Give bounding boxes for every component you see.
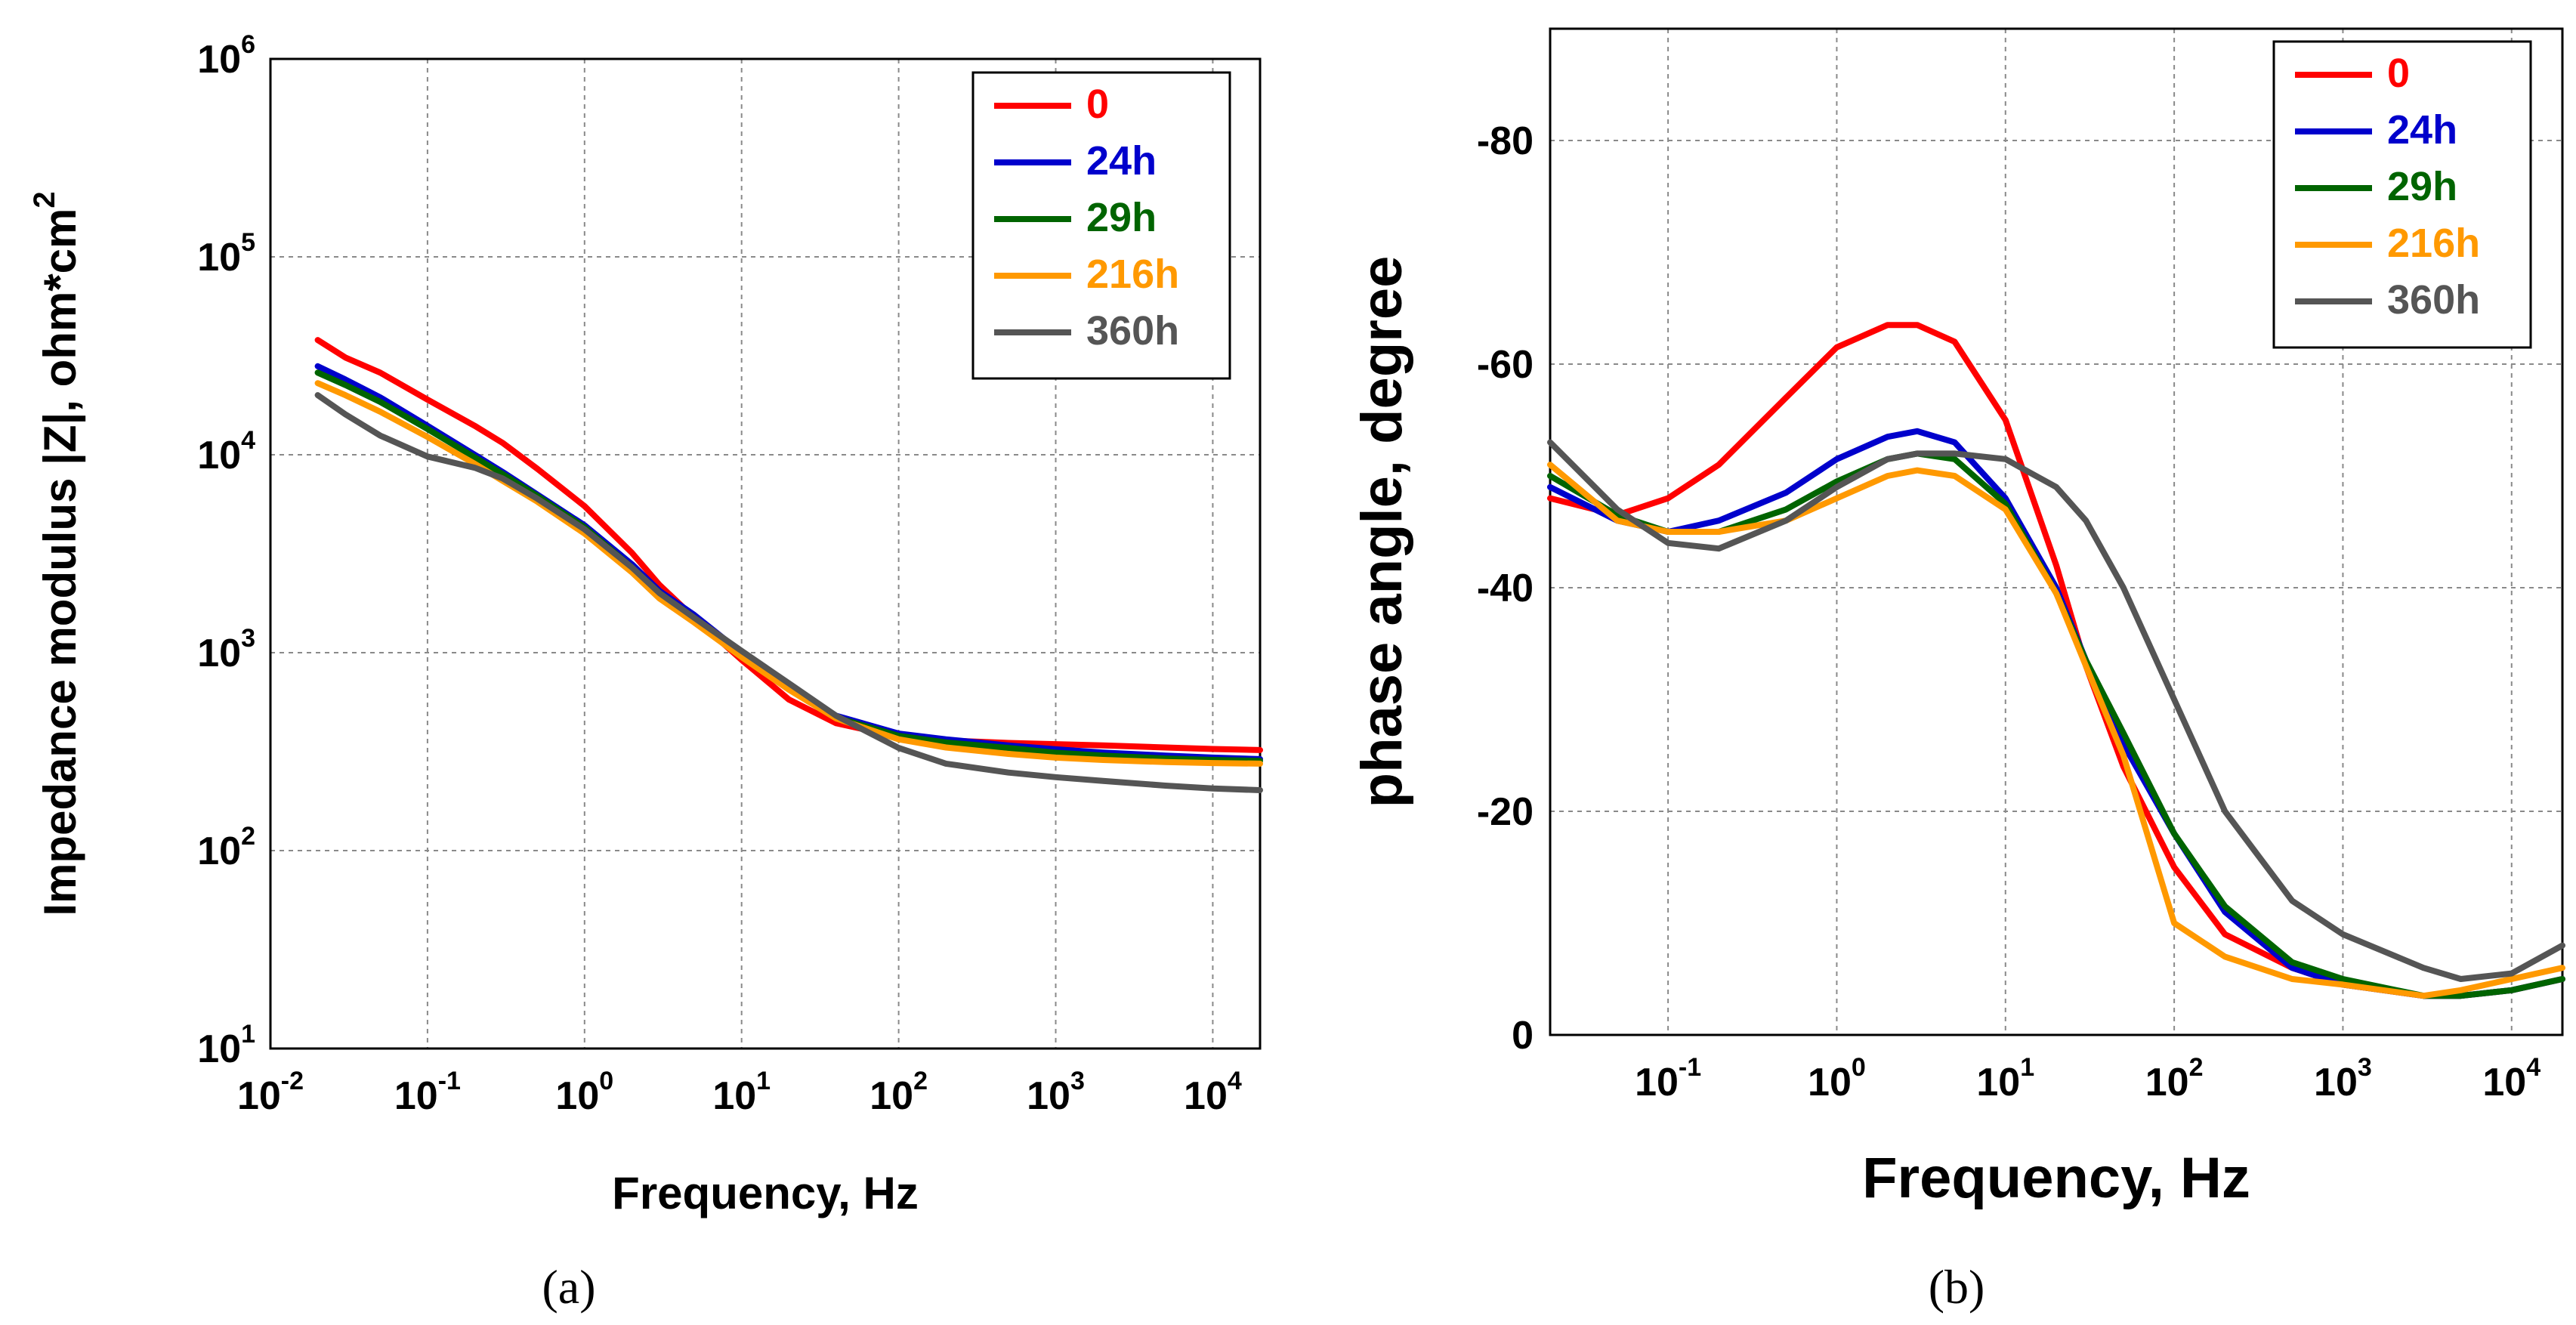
x-tick-label: 102 <box>869 1067 928 1118</box>
series-line-24h <box>1547 428 2565 999</box>
panel-caption: (a) <box>542 1260 595 1314</box>
legend-label: 0 <box>2387 51 2410 96</box>
legend-box <box>2272 40 2532 349</box>
series-line-29h <box>1547 450 2565 999</box>
x-tick-label: 101 <box>712 1067 771 1118</box>
y-tick-label: -60 <box>1477 343 1534 387</box>
series-line-216h <box>1547 462 2565 999</box>
legend-label: 29h <box>1086 195 1157 240</box>
x-axis-label: Frequency, Hz <box>1862 1146 2250 1210</box>
y-tick-label: -80 <box>1477 119 1534 163</box>
series-line-360h <box>314 392 1263 793</box>
legend: 0 24h 29h 216h 360h <box>2272 40 2532 349</box>
y-tick-label: -40 <box>1477 567 1534 610</box>
x-tick-label: 100 <box>1808 1053 1866 1104</box>
legend-label: 216h <box>1086 252 1179 297</box>
x-tick-label: 10-1 <box>1635 1053 1701 1104</box>
plot-frame <box>269 57 1262 1050</box>
y-axis-label: phase angle, degree <box>1350 256 1414 808</box>
legend-label: 29h <box>2387 164 2457 209</box>
x-tick-label: 104 <box>2482 1053 2540 1104</box>
x-tick-label: 102 <box>2145 1053 2204 1104</box>
series-line-0 <box>1547 322 2565 999</box>
y-tick-label: 102 <box>197 822 255 873</box>
y-tick-label: 105 <box>197 228 255 280</box>
legend-label: 0 <box>1086 82 1109 127</box>
y-tick-label: 103 <box>197 624 255 675</box>
x-tick-label: 101 <box>1976 1053 2034 1104</box>
panel-a-impedance-chart: 10-2 10-1 100 101 102 103 104 101 102 103 104 105 10… <box>28 30 1263 1314</box>
panel-caption: (b) <box>1929 1260 1985 1314</box>
x-tick-label: 104 <box>1184 1067 1242 1118</box>
legend-label: 216h <box>2387 221 2480 266</box>
y-tick-label: -20 <box>1477 790 1534 834</box>
legend-label: 360h <box>2387 277 2480 323</box>
x-tick-label: 103 <box>2314 1053 2372 1104</box>
x-tick-label: 10-1 <box>394 1067 461 1118</box>
x-tick-label: 103 <box>1027 1067 1085 1118</box>
x-axis-label: Frequency, Hz <box>612 1168 919 1218</box>
series-line-216h <box>314 380 1263 767</box>
x-tick-label: 10-2 <box>237 1067 304 1118</box>
y-tick-label: 104 <box>197 426 255 477</box>
y-axis-label: Impedance modulus |Z|, ohm*cm2 <box>28 191 86 916</box>
plot-frame <box>1549 27 2564 1036</box>
legend-label: 24h <box>2387 107 2457 153</box>
y-tick-label: 0 <box>1512 1014 1534 1058</box>
series-line-360h <box>1547 439 2565 982</box>
panel-b-phase-chart: 10-1 100 101 102 103 104 0 -20 -40 -60 -80 0 24h 29h 2… <box>1350 27 2565 1314</box>
legend: 0 24h 29h 216h 360h <box>971 71 1231 380</box>
legend-box <box>971 71 1231 380</box>
x-tick-label: 100 <box>555 1067 613 1118</box>
legend-label: 360h <box>1086 308 1179 354</box>
y-tick-label: 106 <box>197 30 255 82</box>
legend-label: 24h <box>1086 138 1157 184</box>
y-tick-label: 101 <box>197 1020 255 1071</box>
